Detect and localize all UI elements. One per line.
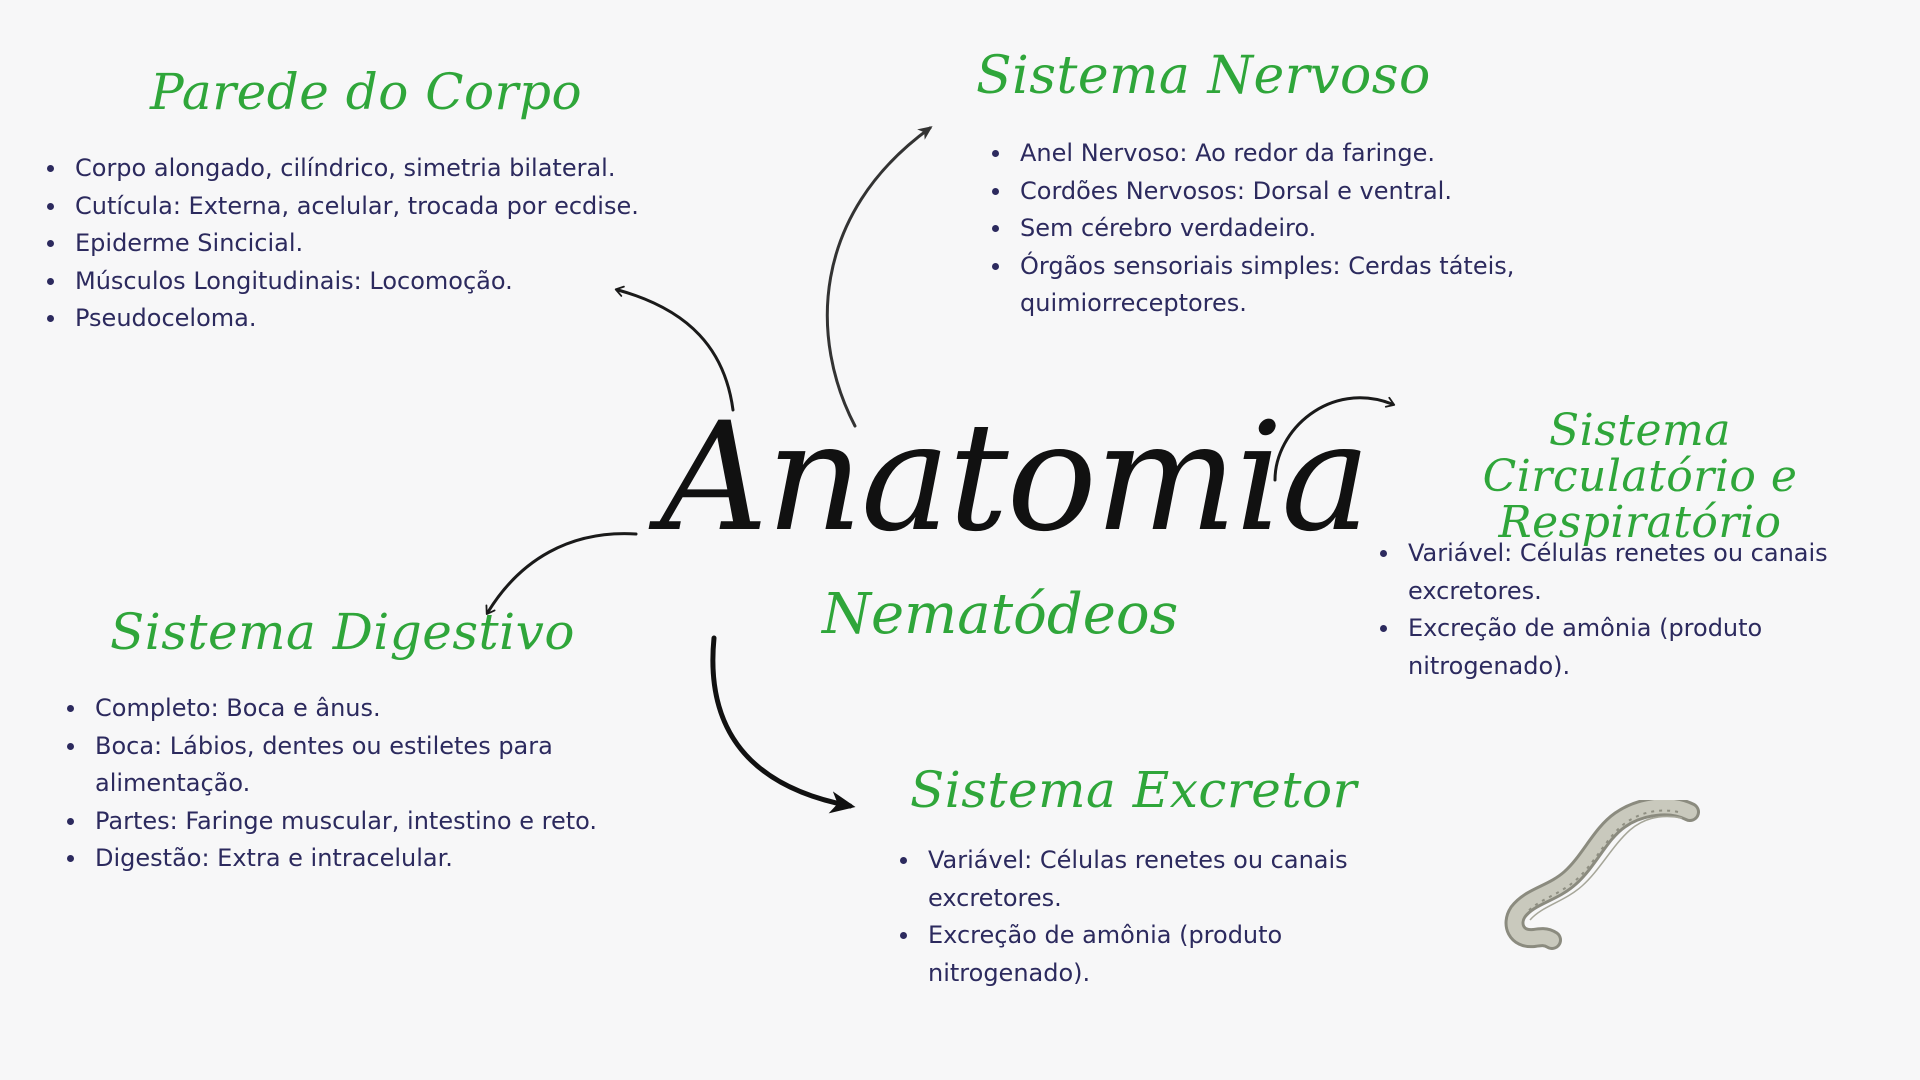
list-parede-do-corpo: Corpo alongado, cilíndrico, simetria bil… [45,150,715,338]
list-item: Epiderme Sincicial. [47,225,715,263]
arrow-to-parede-icon [614,285,735,412]
list-item: Corpo alongado, cilíndrico, simetria bil… [47,150,715,188]
heading-parede-do-corpo: Parede do Corpo [150,63,583,121]
heading-sistema-nervoso: Sistema Nervoso [976,46,1431,106]
list-item: Órgãos sensoriais simples: Cerdas táteis… [992,248,1600,323]
list-item: Anel Nervoso: Ao redor da faringe. [992,135,1600,173]
list-item: Músculos Longitudinais: Locomoção. [47,263,715,301]
arrow-to-digestivo-icon [485,532,638,615]
heading-sistema-digestivo: Sistema Digestivo [110,603,575,661]
list-item: Completo: Boca e ânus. [67,690,665,728]
list-item: Excreção de amônia (produto nitrogenado)… [900,917,1368,992]
subtitle: Nematódeos [822,582,1179,647]
list-item: Cordões Nervosos: Dorsal e ventral. [992,173,1600,211]
list-item: Variável: Células renetes ou canais excr… [900,842,1368,917]
heading-sistema-circulatorio: Sistema Circulatório e Respiratório [1482,405,1798,549]
heading-sistema-excretor: Sistema Excretor [910,761,1357,819]
list-item: Pseudoceloma. [47,300,715,338]
arrow-to-nervoso-icon [825,126,933,428]
list-item: Partes: Faringe muscular, intestino e re… [67,803,665,841]
list-sistema-digestivo: Completo: Boca e ânus. Boca: Lábios, den… [65,690,665,878]
list-item: Boca: Lábios, dentes ou estiletes para a… [67,728,665,803]
arrow-to-excretor-icon [710,635,856,814]
list-sistema-excretor: Variável: Células renetes ou canais excr… [898,842,1368,992]
list-item: Digestão: Extra e intracelular. [67,840,665,878]
list-sistema-circulatorio: Variável: Células renetes ou canais excr… [1378,535,1908,685]
list-item: Cutícula: Externa, acelular, trocada por… [47,188,715,226]
list-item: Variável: Células renetes ou canais excr… [1380,535,1908,610]
arrow-to-circulatorio-icon [1273,396,1396,482]
list-item: Sem cérebro verdadeiro. [992,210,1600,248]
list-item: Excreção de amônia (produto nitrogenado)… [1380,610,1908,685]
nematode-worm-icon [1504,800,1700,950]
main-title: Anatomia [660,391,1371,565]
list-sistema-nervoso: Anel Nervoso: Ao redor da faringe. Cordõ… [990,135,1600,323]
